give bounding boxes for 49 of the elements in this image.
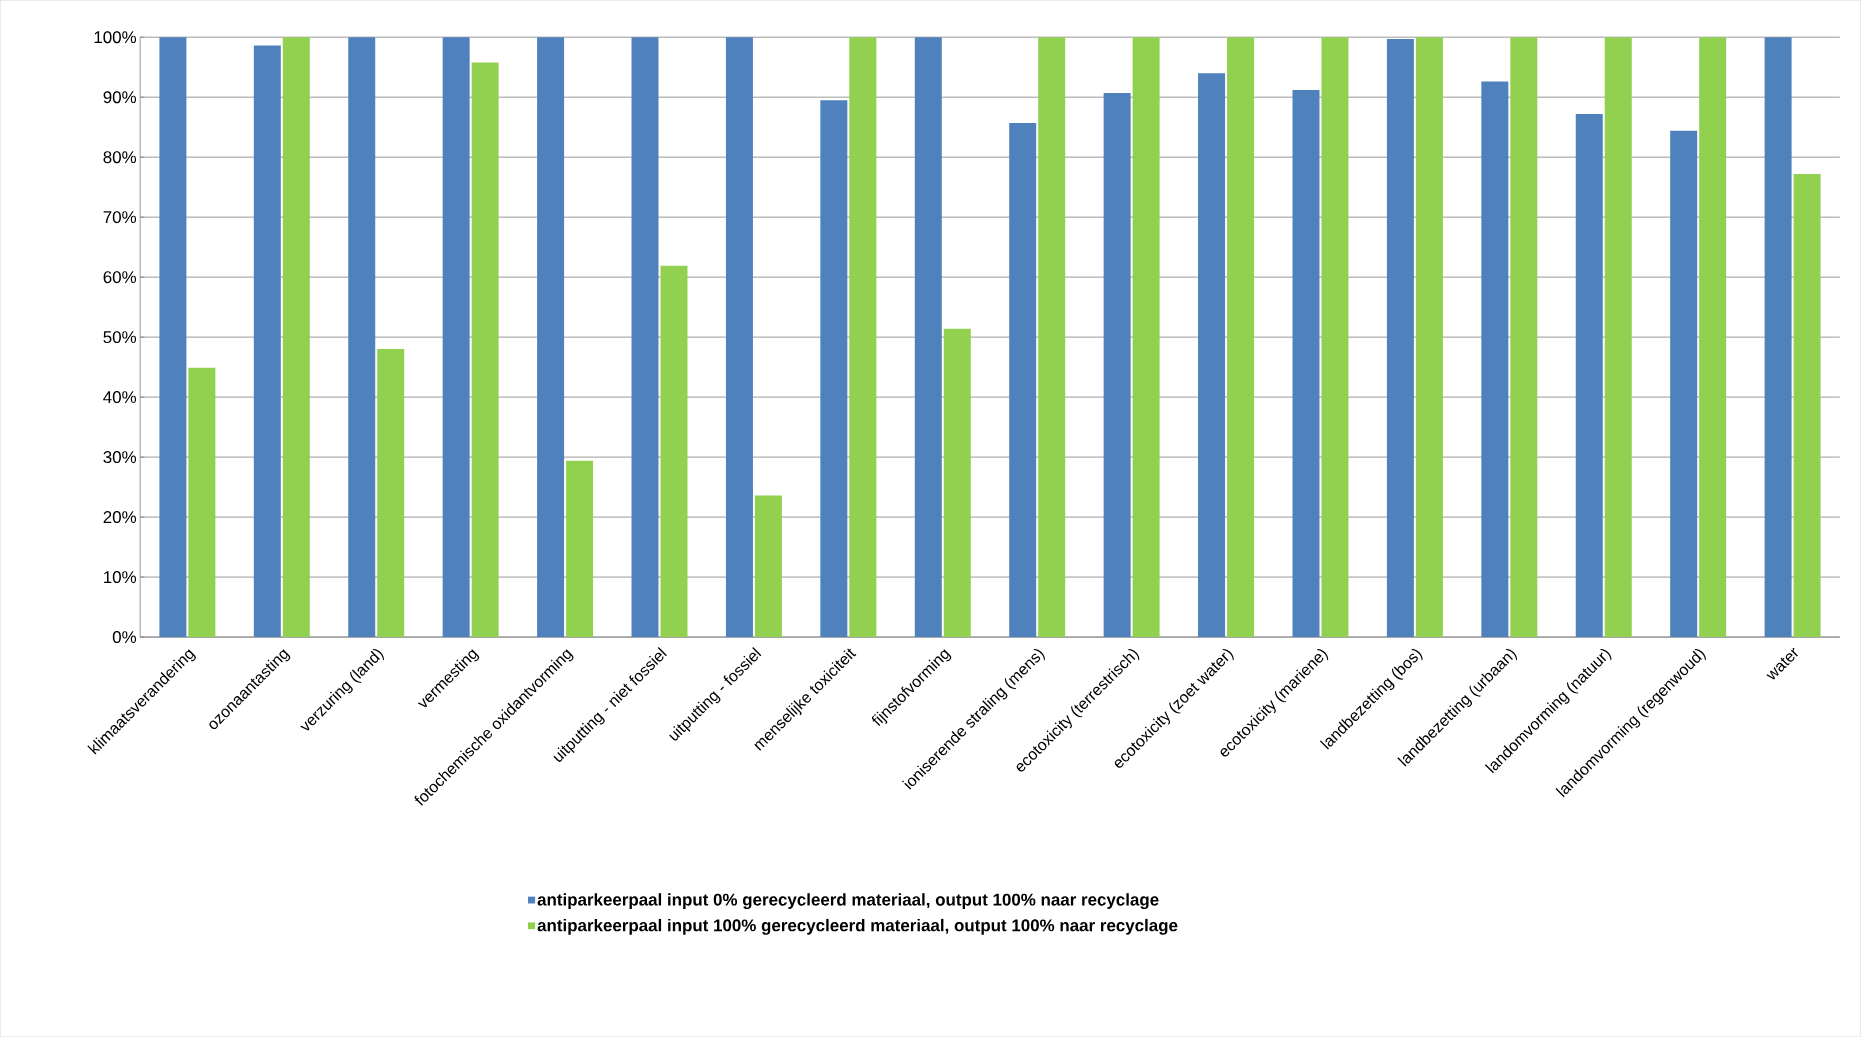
bar — [1321, 37, 1349, 637]
bar — [1415, 37, 1443, 637]
bar — [1764, 37, 1792, 637]
bar — [1481, 81, 1509, 637]
bar — [754, 495, 782, 637]
y-tick-label: 90% — [103, 91, 137, 104]
bar — [253, 45, 281, 637]
bar — [1386, 38, 1414, 637]
y-tick-label: 20% — [103, 511, 137, 524]
y-tick-label: 60% — [103, 271, 137, 284]
bar — [1699, 37, 1727, 637]
bar — [1793, 173, 1821, 637]
bar — [1510, 37, 1538, 637]
bar — [442, 37, 470, 637]
bar — [1604, 37, 1632, 637]
bar — [348, 37, 376, 637]
bar — [1292, 89, 1320, 637]
y-tick-label: 100% — [94, 31, 137, 44]
y-tick-label: 40% — [103, 391, 137, 404]
bar — [1670, 130, 1698, 637]
bar — [820, 100, 848, 637]
bar — [282, 37, 310, 637]
y-tick-label: 80% — [103, 151, 137, 164]
bar — [1198, 73, 1226, 637]
bar — [188, 367, 216, 637]
bar — [1227, 37, 1255, 637]
bar — [1103, 92, 1131, 637]
bar — [471, 62, 499, 637]
bar — [537, 37, 565, 637]
bar — [849, 37, 877, 637]
legend-label: antiparkeerpaal input 0% gerecycleerd materiaal, output 100% naar recyclage — [537, 893, 1159, 909]
bar — [660, 265, 688, 637]
y-tick-label: 70% — [103, 211, 137, 224]
bar — [566, 460, 594, 637]
bar — [159, 37, 187, 637]
bar — [914, 37, 942, 637]
y-tick-label: 30% — [103, 451, 137, 464]
bar — [1132, 37, 1160, 637]
y-tick-label: 50% — [103, 331, 137, 344]
bar — [1575, 113, 1603, 637]
bar — [631, 37, 659, 637]
bar — [1038, 37, 1066, 637]
y-tick-label: 0% — [112, 630, 137, 643]
bar — [725, 37, 753, 637]
bar — [377, 349, 405, 637]
y-tick-label: 10% — [104, 571, 137, 583]
bar — [1009, 122, 1037, 637]
legend-label: antiparkeerpaal input 100% gerecycleerd materiaal, output 100% naar recyclage — [537, 918, 1178, 935]
bar — [943, 328, 971, 637]
